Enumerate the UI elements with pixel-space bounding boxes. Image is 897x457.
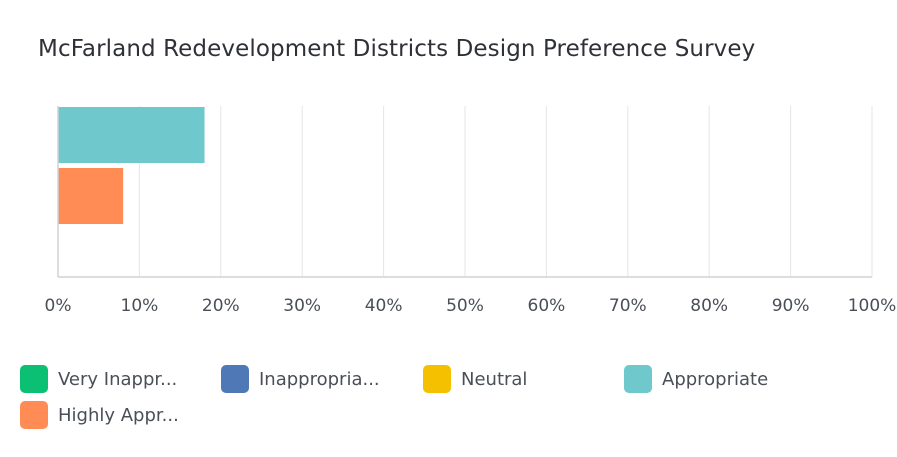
- legend-swatch: [221, 365, 249, 393]
- legend-swatch: [624, 365, 652, 393]
- legend-item[interactable]: Appropriate: [624, 364, 768, 394]
- x-tick-label: 100%: [848, 296, 897, 316]
- legend-label: Inappropria...: [259, 368, 380, 390]
- legend-label: Highly Appr...: [58, 404, 179, 426]
- legend-item[interactable]: Neutral: [423, 364, 527, 394]
- legend-item[interactable]: Inappropria...: [221, 364, 380, 394]
- tick-label-layer: 0% 10% 20% 30% 40% 50% 60% 70% 80% 90% 100%: [45, 296, 897, 316]
- x-tick-label: 10%: [121, 296, 159, 316]
- bar-appropriate[interactable]: [58, 107, 205, 163]
- x-tick-label: 50%: [446, 296, 484, 316]
- legend-label: Appropriate: [662, 368, 769, 390]
- x-tick-label: 40%: [365, 296, 403, 316]
- legend-swatch: [20, 401, 48, 429]
- legend-label: Neutral: [461, 368, 528, 390]
- bar-highly-appr[interactable]: [58, 168, 124, 224]
- x-tick-label: 30%: [283, 296, 321, 316]
- axis-layer: [57, 106, 872, 278]
- x-tick-label: 70%: [609, 296, 647, 316]
- x-tick-label: 90%: [772, 296, 810, 316]
- legend-label: Very Inappr...: [58, 368, 178, 390]
- legend-swatch: [20, 365, 48, 393]
- bar-layer: [58, 107, 205, 224]
- x-tick-label: 80%: [690, 296, 728, 316]
- x-tick-label: 20%: [202, 296, 240, 316]
- legend-item[interactable]: Very Inappr...: [20, 364, 177, 394]
- legend-item[interactable]: Highly Appr...: [20, 400, 179, 430]
- x-tick-label: 0%: [45, 296, 72, 316]
- chart-title: McFarland Redevelopment Districts Design…: [38, 36, 756, 62]
- legend-swatch: [423, 365, 451, 393]
- grid-layer: [138, 106, 873, 277]
- x-tick-label: 60%: [528, 296, 566, 316]
